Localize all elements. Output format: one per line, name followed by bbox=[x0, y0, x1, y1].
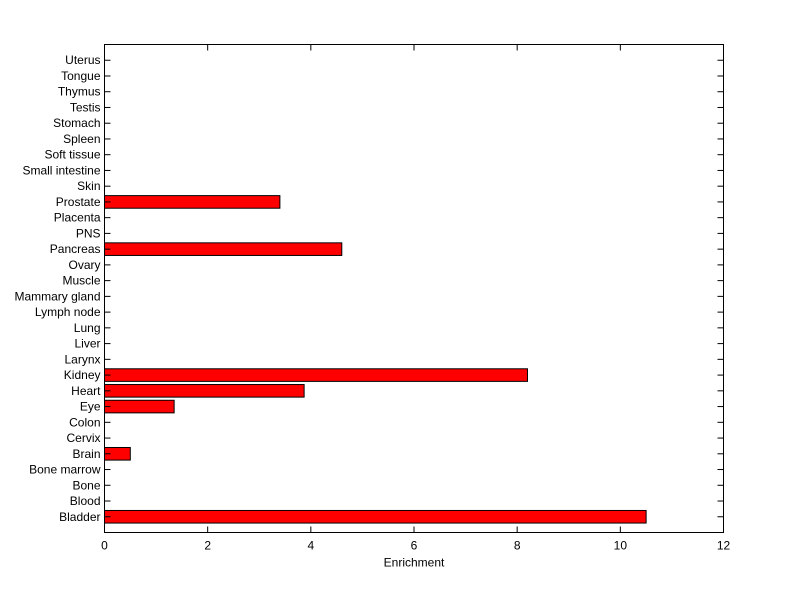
y-tick-label: Small intestine bbox=[22, 163, 100, 177]
y-tick-label: PNS bbox=[76, 226, 101, 240]
x-tick-label: 12 bbox=[717, 539, 731, 553]
x-tick-label: 6 bbox=[411, 539, 418, 553]
bar-prostate bbox=[104, 195, 281, 209]
x-axis-label: Enrichment bbox=[384, 556, 445, 570]
y-tick-label: Brain bbox=[72, 447, 100, 461]
y-tick-label: Bone marrow bbox=[29, 463, 101, 477]
y-tick-label: Kidney bbox=[64, 368, 101, 382]
y-tick-label: Placenta bbox=[54, 211, 101, 225]
y-tick-label: Spleen bbox=[63, 132, 100, 146]
y-tick-label: Stomach bbox=[53, 116, 100, 130]
y-tick-label: Soft tissue bbox=[44, 148, 100, 162]
x-tick-label: 0 bbox=[101, 539, 108, 553]
y-tick-label: Uterus bbox=[65, 53, 100, 67]
y-tick-label: Heart bbox=[71, 384, 101, 398]
y-tick-label: Liver bbox=[74, 337, 100, 351]
x-tick-label: 10 bbox=[614, 539, 628, 553]
y-tick-label: Bladder bbox=[59, 510, 100, 524]
y-tick-label: Cervix bbox=[66, 431, 100, 445]
y-tick-label: Muscle bbox=[62, 274, 100, 288]
y-tick-label: Mammary gland bbox=[14, 289, 100, 303]
bars-layer bbox=[104, 195, 647, 524]
y-tick-label: Colon bbox=[69, 415, 100, 429]
x-tick-label: 8 bbox=[514, 539, 521, 553]
y-tick-label: Lymph node bbox=[35, 305, 101, 319]
y-tick-label: Testis bbox=[70, 100, 101, 114]
y-tick-label: Prostate bbox=[56, 195, 101, 209]
x-tick-label: 2 bbox=[204, 539, 211, 553]
y-tick-label: Eye bbox=[80, 400, 101, 414]
ticks-layer bbox=[104, 44, 724, 533]
y-tick-label: Bone bbox=[72, 478, 100, 492]
plot-frame bbox=[104, 44, 724, 533]
y-tick-label: Lung bbox=[74, 321, 101, 335]
y-tick-label: Blood bbox=[70, 494, 101, 508]
x-tick-labels: 0 2 4 6 8 10 12 bbox=[101, 539, 730, 553]
bar-eye bbox=[104, 399, 175, 414]
y-tick-label: Thymus bbox=[58, 85, 101, 99]
x-tick-label: 4 bbox=[307, 539, 314, 553]
y-tick-label: Tongue bbox=[61, 69, 101, 83]
y-tick-label: Ovary bbox=[68, 258, 100, 272]
y-tick-label: Pancreas bbox=[50, 242, 101, 256]
bar-pancreas bbox=[104, 242, 343, 256]
bar-kidney bbox=[104, 368, 528, 382]
bar-heart bbox=[104, 384, 305, 398]
y-tick-label: Larynx bbox=[64, 352, 100, 366]
bar-bladder bbox=[104, 509, 647, 524]
y-tick-label: Skin bbox=[77, 179, 100, 193]
